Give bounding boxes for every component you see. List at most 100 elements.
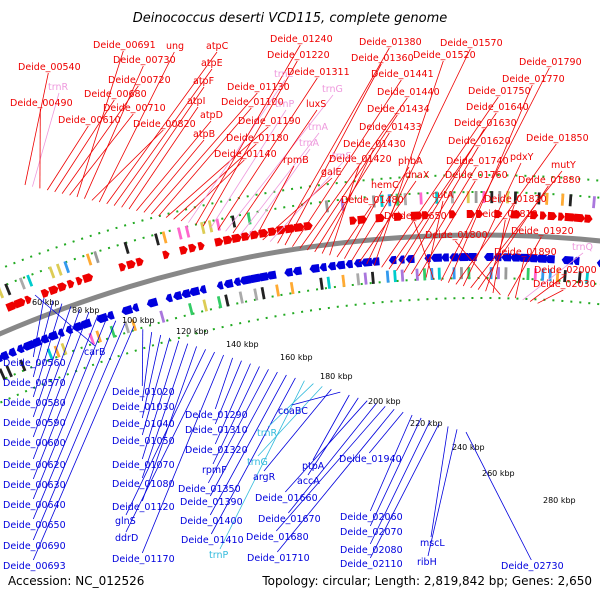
reverse-gene-arrow	[239, 275, 252, 285]
leader-line	[329, 164, 360, 256]
leader-line	[285, 400, 368, 493]
gene-label: phbA	[398, 156, 423, 167]
gene-label: Deide_02110	[340, 559, 403, 570]
leader-line	[232, 109, 318, 234]
reverse-gene-arrow	[216, 281, 224, 290]
cog-block	[400, 269, 405, 282]
gene-label: Deide_01020	[112, 387, 175, 398]
leader-line	[413, 221, 434, 280]
forward-gene-arrow	[349, 216, 358, 225]
reverse-gene-arrow	[173, 291, 183, 301]
cog-block	[130, 318, 138, 332]
gene-label: Deide_00820	[133, 119, 196, 130]
leader-line	[369, 420, 431, 545]
leader-line	[214, 363, 251, 445]
leader-line	[141, 343, 189, 479]
cog-block	[55, 263, 63, 276]
gene-label: Deide_00710	[103, 103, 166, 114]
gene-label: Deide_01750	[468, 86, 531, 97]
gene-label: Deide_01440	[377, 87, 440, 98]
gene-label: atpI	[187, 96, 205, 107]
leader-line	[240, 132, 320, 235]
gene-label: coaBC	[278, 406, 308, 417]
leader-line	[106, 51, 218, 205]
cog-block	[123, 241, 130, 255]
cog-block	[63, 260, 71, 274]
reverse-gene-arrow	[146, 297, 159, 308]
gene-label: trnP	[209, 550, 228, 561]
leader-line	[209, 374, 287, 516]
reverse-gene-arrow	[388, 255, 397, 265]
gene-label: Deide_00693	[3, 561, 66, 572]
gene-label: Deide_01320	[185, 445, 248, 456]
gene-label: Deide_00610	[58, 115, 121, 126]
leader-line	[32, 92, 60, 187]
gene-label: Deide_00640	[3, 500, 66, 511]
gene-label: trnR	[257, 428, 277, 439]
gene-label: cutA	[432, 190, 454, 201]
gene-label: Deide_01130	[227, 82, 290, 93]
gene-label: Deide_01311	[287, 67, 350, 78]
gene-label: Deide_01350	[178, 484, 241, 495]
cog-block	[363, 272, 368, 285]
leader-line	[219, 380, 305, 550]
gene-label: rpmB	[283, 155, 309, 166]
gene-label: ribH	[417, 557, 437, 568]
gene-label: mscL	[420, 538, 445, 549]
gene-label: Deide_01220	[267, 50, 330, 61]
tick-label: 60 kbp	[32, 298, 60, 307]
forward-gene-arrow	[57, 282, 67, 292]
leader-line	[381, 96, 499, 268]
forward-gene-arrow	[48, 285, 59, 296]
leader-line	[344, 190, 383, 259]
gene-labels: Deide_00540trnRDeide_00490Deide_00610Dei…	[3, 34, 597, 572]
leader-line	[307, 397, 359, 476]
leader-line	[141, 337, 171, 436]
reverse-gene-arrow	[181, 288, 191, 299]
reverse-gene-arrow	[483, 252, 494, 262]
leader-line	[32, 314, 99, 480]
cog-block	[437, 267, 441, 280]
gene-label: glnS	[115, 516, 136, 527]
leader-line	[373, 60, 444, 266]
cog-block	[88, 332, 96, 346]
forward-gene-arrow	[179, 245, 188, 255]
cog-block	[490, 191, 494, 204]
forward-gene-arrow	[466, 209, 476, 219]
forward-gene-arrow	[584, 214, 593, 223]
leader-line	[180, 159, 245, 222]
leader-line	[128, 106, 199, 210]
leader-line	[410, 166, 477, 275]
reverse-gene-arrow	[0, 350, 10, 361]
cog-block	[497, 267, 500, 280]
leader-line	[454, 240, 501, 295]
cog-block	[419, 192, 423, 205]
gene-label: Deide_01760	[445, 170, 508, 181]
leader-line	[98, 51, 175, 203]
gene-label: Deide_01120	[112, 502, 175, 513]
reverse-gene-arrow	[327, 261, 337, 271]
reverse-gene-arrow	[309, 263, 320, 273]
cog-block	[109, 325, 117, 338]
gene-label: Deide_01050	[112, 436, 175, 447]
kbp-ticks: 60 kbp 80 kbp 100 kbp 120 kbp 140 kbp 160 kbp…	[32, 298, 576, 505]
cog-block	[379, 194, 384, 207]
gene-label: Deide_02030	[533, 279, 596, 290]
gene-label: argR	[253, 472, 276, 483]
gene-label: Deide_01070	[112, 460, 175, 471]
gene-label: Deide_01310	[185, 425, 248, 436]
gene-label: Deide_01433	[359, 122, 422, 133]
tick-label: 120 kbp	[176, 327, 209, 336]
gene-label: Deide_02070	[340, 527, 403, 538]
leader-line	[485, 204, 515, 292]
leader-line	[32, 306, 72, 418]
gene-label: Deide_01940	[339, 454, 402, 465]
gene-label: Deide_01380	[359, 37, 422, 48]
leader-line	[24, 72, 49, 186]
cog-block	[504, 267, 508, 280]
gene-label: ung	[166, 41, 184, 52]
forward-gene-arrow	[214, 237, 224, 247]
forward-gene-arrow	[13, 298, 26, 309]
reverse-gene-arrow	[345, 259, 354, 269]
gene-label: ptpA	[302, 461, 325, 472]
